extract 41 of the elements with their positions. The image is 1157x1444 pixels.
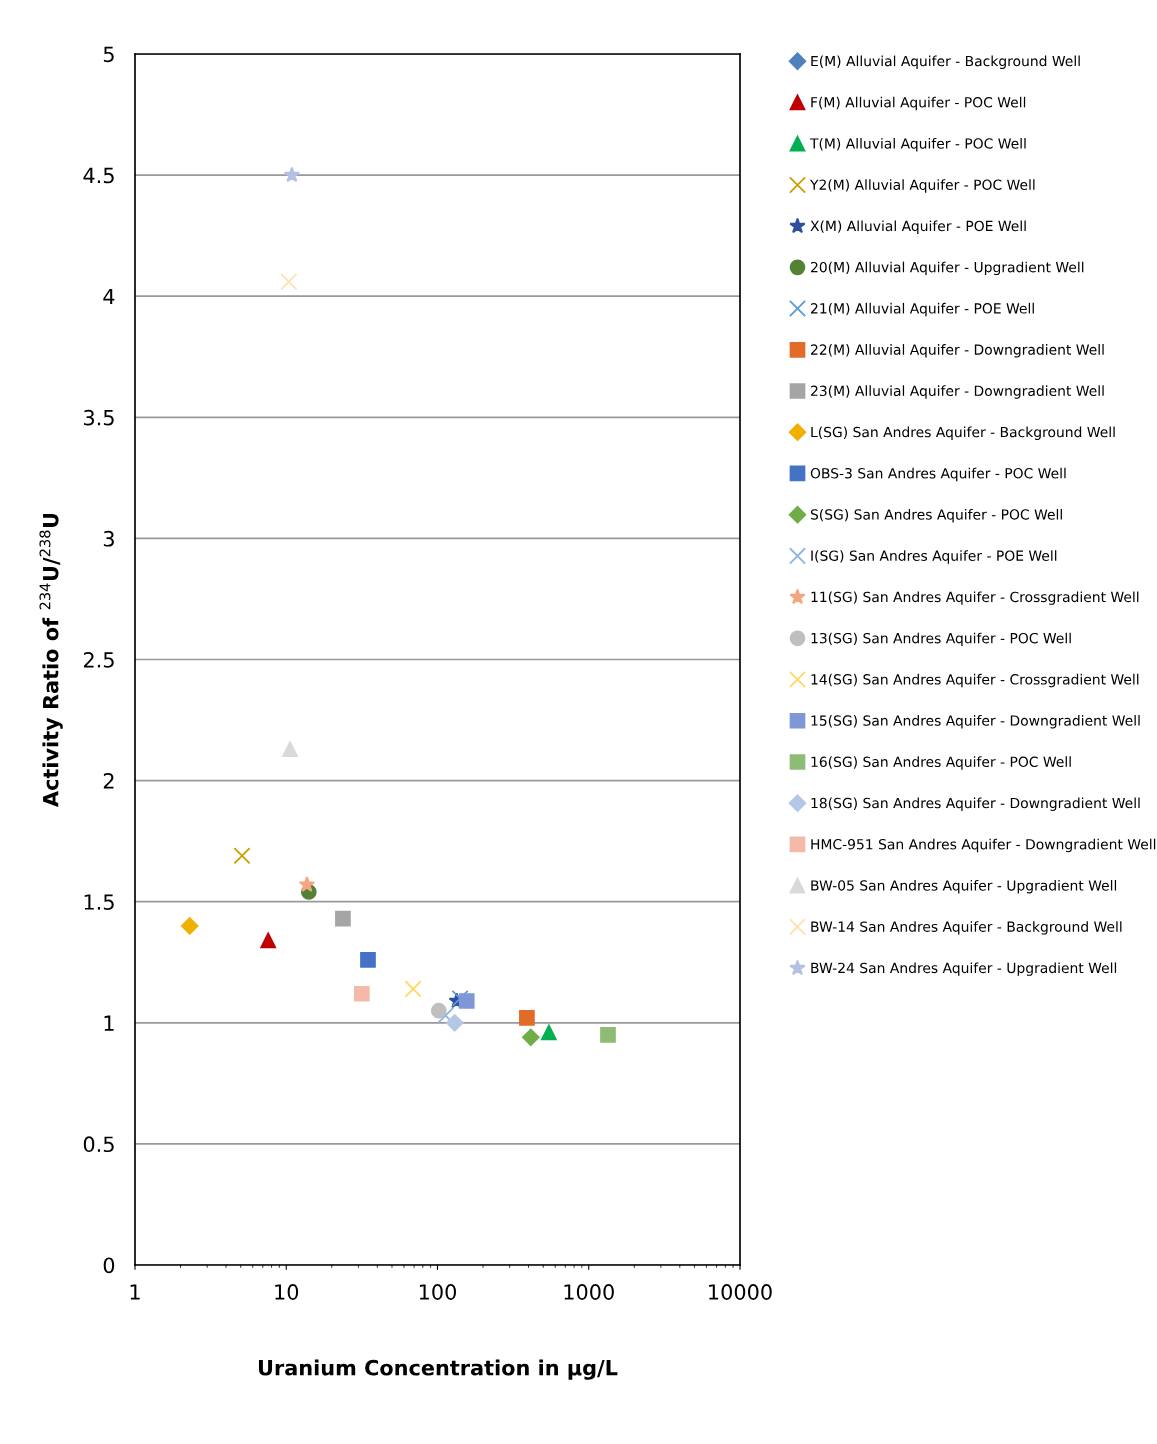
x-tick-label: 10 <box>275 1284 299 1300</box>
y-tick-label: 3.5 <box>84 409 114 426</box>
legend-label: T(M) Alluvial Aquifer - POC Well <box>809 137 1026 152</box>
legend-label: 23(M) Alluvial Aquifer - Downgradient Well <box>811 385 1104 399</box>
x-tick-label: 10000 <box>709 1284 772 1300</box>
legend-label: BW-05 San Andres Aquifer - Upgradient Well <box>811 879 1117 894</box>
y-tick-label: 0 <box>103 1257 115 1274</box>
y-tick-label: 3 <box>103 530 114 547</box>
y-tick-label: 5 <box>103 46 114 63</box>
y-tick-label: 0.5 <box>83 1136 114 1153</box>
legend-label: OBS-3 San Andres Aquifer - POC Well <box>810 467 1066 482</box>
legend-label: BW-24 San Andres Aquifer - Upgradient Well <box>811 962 1117 976</box>
legend-label: Y2(M) Alluvial Aquifer - POC Well <box>809 179 1035 193</box>
y-tick-label: 4 <box>103 288 115 305</box>
x-axis-title: Uranium Concentration in µg/L <box>258 1359 618 1380</box>
y-tick-label: 1.5 <box>84 894 114 910</box>
legend-label: F(M) Alluvial Aquifer - POC Well <box>811 96 1026 111</box>
legend-label: S(SG) San Andres Aquifer - POC Well <box>810 508 1062 523</box>
legend-label: X(M) Alluvial Aquifer - POE Well <box>810 220 1026 234</box>
legend-label: L(SG) San Andres Aquifer - Background Well <box>811 426 1115 440</box>
y-tick-label: 2.5 <box>83 651 114 668</box>
legend-label: 22(M) Alluvial Aquifer - Downgradient Well <box>811 344 1104 358</box>
y-tick-label: 4.5 <box>83 167 114 184</box>
legend-label: 14(SG) San Andres Aquifer - Crossgradient Well <box>811 673 1139 688</box>
x-tick-label: 100 <box>419 1284 456 1300</box>
legend-label: BW-14 San Andres Aquifer - Background Well <box>811 921 1122 935</box>
legend-label: 21(M) Alluvial Aquifer - POE Well <box>811 302 1034 317</box>
x-tick-label: 1 <box>130 1284 140 1300</box>
legend-label: I(SG) San Andres Aquifer - POE Well <box>811 550 1057 564</box>
y-tick-label: 1 <box>104 1015 114 1031</box>
legend-label: E(M) Alluvial Aquifer - Background Well <box>811 55 1080 69</box>
legend-label: 18(SG) San Andres Aquifer - Downgradient Well <box>811 797 1140 811</box>
legend-label: HMC-951 San Andres Aquifer - Downgradient Well <box>811 838 1156 853</box>
legend-label: 16(SG) San Andres Aquifer - POC Well <box>811 756 1071 770</box>
legend-label: 11(SG) San Andres Aquifer - Crossgradient Well <box>811 591 1139 605</box>
y-tick-label: 2 <box>103 773 114 789</box>
y-axis-title: Activity Ratio of $^{234}$U/$^{238}$U <box>39 513 63 807</box>
legend-label: 13(SG) San Andres Aquifer - POC Well <box>811 632 1071 647</box>
x-tick-label: 1000 <box>564 1284 614 1300</box>
legend-label: 20(M) Alluvial Aquifer - Upgradient Well <box>811 261 1084 276</box>
legend-label: 15(SG) San Andres Aquifer - Downgradient Well <box>811 715 1140 729</box>
